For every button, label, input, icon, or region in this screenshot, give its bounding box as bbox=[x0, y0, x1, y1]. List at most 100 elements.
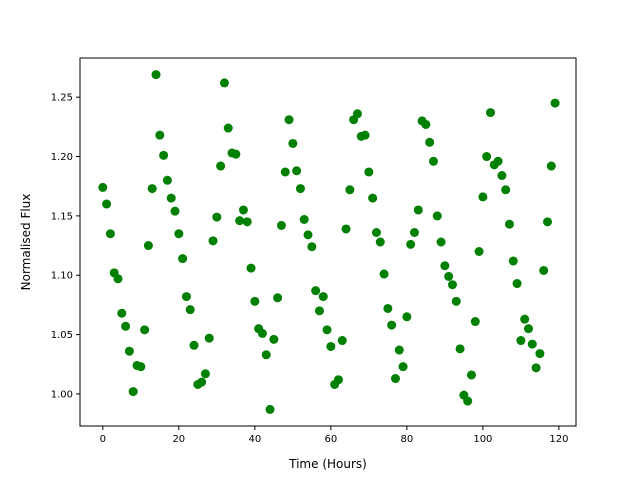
data-point bbox=[394, 345, 404, 355]
data-point bbox=[474, 246, 484, 256]
x-axis-label: Time (Hours) bbox=[288, 457, 367, 471]
data-point bbox=[527, 339, 537, 349]
data-point bbox=[178, 254, 188, 264]
data-point bbox=[501, 185, 511, 195]
data-point bbox=[493, 156, 503, 166]
data-point bbox=[238, 205, 248, 215]
data-point bbox=[181, 292, 191, 302]
data-point bbox=[273, 293, 283, 303]
data-point bbox=[413, 205, 423, 215]
data-point bbox=[508, 256, 518, 266]
data-point bbox=[539, 265, 549, 275]
data-point bbox=[402, 312, 412, 322]
data-point bbox=[523, 324, 533, 334]
y-tick-label: 1.15 bbox=[51, 211, 73, 222]
data-point bbox=[197, 377, 207, 387]
data-point bbox=[432, 211, 442, 221]
x-tick-label: 40 bbox=[248, 434, 261, 445]
y-tick-label: 1.00 bbox=[51, 389, 73, 400]
data-point bbox=[447, 280, 457, 290]
data-point bbox=[265, 404, 275, 414]
data-point bbox=[189, 340, 199, 350]
data-point bbox=[444, 271, 454, 281]
x-tick-label: 60 bbox=[324, 434, 337, 445]
x-tick-label: 80 bbox=[400, 434, 413, 445]
data-point bbox=[440, 261, 450, 271]
x-tick-label: 100 bbox=[473, 434, 492, 445]
data-point bbox=[295, 184, 305, 194]
data-point bbox=[478, 192, 488, 202]
data-point bbox=[166, 193, 176, 203]
data-point bbox=[318, 292, 328, 302]
data-point bbox=[364, 167, 374, 177]
data-point bbox=[387, 320, 397, 330]
data-point bbox=[185, 305, 195, 315]
data-point bbox=[257, 328, 267, 338]
data-point bbox=[504, 219, 514, 229]
data-point bbox=[124, 346, 134, 356]
data-point bbox=[333, 375, 343, 385]
data-point bbox=[276, 220, 286, 230]
y-tick-label: 1.10 bbox=[51, 271, 73, 282]
data-point bbox=[292, 166, 302, 176]
data-point bbox=[516, 336, 526, 346]
data-point bbox=[212, 212, 222, 222]
data-point bbox=[542, 217, 552, 227]
data-point bbox=[375, 237, 385, 247]
data-point bbox=[299, 214, 309, 224]
data-point bbox=[223, 123, 233, 133]
data-point bbox=[314, 306, 324, 316]
data-point bbox=[231, 149, 241, 159]
data-point bbox=[113, 274, 123, 284]
data-point bbox=[200, 369, 210, 379]
x-tick-label: 0 bbox=[100, 434, 106, 445]
data-point bbox=[121, 321, 131, 331]
data-point bbox=[485, 108, 495, 118]
data-point bbox=[546, 161, 556, 171]
data-point bbox=[284, 115, 294, 125]
data-point bbox=[322, 325, 332, 335]
data-point bbox=[379, 269, 389, 279]
x-axis: 0 20 40 60 80 100 120 bbox=[100, 426, 568, 445]
data-point bbox=[280, 167, 290, 177]
data-point bbox=[216, 161, 226, 171]
data-point bbox=[436, 237, 446, 247]
data-point bbox=[105, 229, 115, 239]
data-point bbox=[147, 184, 157, 194]
data-point bbox=[390, 374, 400, 384]
data-point bbox=[250, 296, 260, 306]
data-point bbox=[219, 78, 229, 88]
data-point bbox=[208, 236, 218, 246]
data-point bbox=[463, 396, 473, 406]
y-tick-label: 1.20 bbox=[51, 152, 73, 163]
data-point bbox=[512, 279, 522, 289]
data-point bbox=[451, 296, 461, 306]
data-point bbox=[117, 308, 127, 318]
plot-frame bbox=[79, 57, 577, 427]
data-point bbox=[288, 138, 298, 148]
data-point bbox=[326, 341, 336, 351]
data-point bbox=[170, 206, 180, 216]
data-point bbox=[345, 185, 355, 195]
data-point bbox=[98, 182, 108, 192]
data-point bbox=[531, 363, 541, 373]
data-point bbox=[136, 362, 146, 372]
x-tick-label: 20 bbox=[172, 434, 185, 445]
data-point bbox=[470, 317, 480, 327]
data-point bbox=[466, 370, 476, 380]
y-axis-label: Normalised Flux bbox=[19, 194, 33, 291]
data-point bbox=[204, 333, 214, 343]
data-point bbox=[550, 98, 560, 108]
y-tick-label: 1.05 bbox=[51, 330, 73, 341]
data-point bbox=[155, 130, 165, 140]
data-point bbox=[337, 336, 347, 346]
data-point bbox=[174, 229, 184, 239]
y-tick-label: 1.25 bbox=[51, 93, 73, 104]
data-point bbox=[246, 263, 256, 273]
data-point bbox=[535, 349, 545, 359]
data-point bbox=[151, 70, 161, 80]
data-point bbox=[162, 175, 172, 185]
data-points bbox=[98, 70, 560, 414]
data-point bbox=[482, 152, 492, 162]
